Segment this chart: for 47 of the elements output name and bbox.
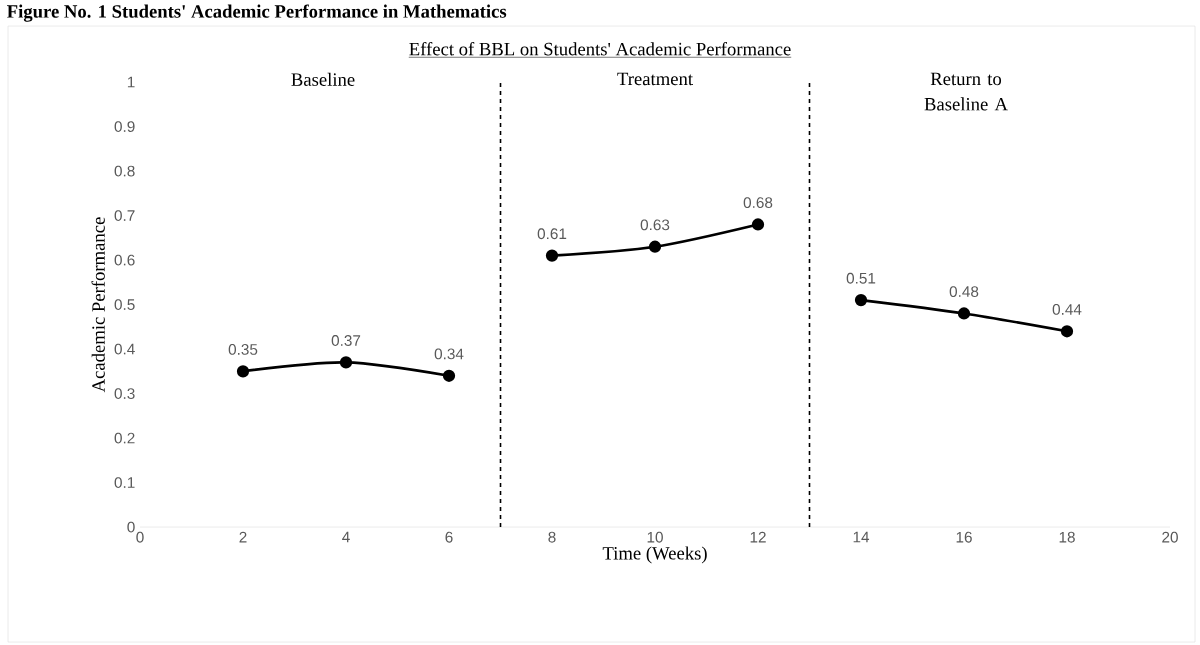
data-label: 0.61	[537, 228, 567, 240]
data-label: 0.44	[1052, 303, 1082, 315]
x-tick-label: 6	[445, 531, 453, 543]
x-tick-label: 2	[239, 531, 247, 543]
data-label: 0.48	[949, 286, 979, 297]
point	[236, 365, 250, 378]
data-label: 0.63	[640, 219, 670, 231]
annotation: Treatment	[617, 72, 693, 86]
point	[545, 249, 559, 262]
x-tick-label: 20	[1162, 531, 1178, 543]
data-label: 0.68	[743, 197, 773, 208]
y-axis-title: Academic Performance	[91, 217, 105, 393]
chart-subtitle: Effect of BBL on Students' Academic Performance	[409, 42, 791, 56]
x-tick-label: 16	[956, 531, 972, 543]
y-tick-label: 0.6	[114, 254, 135, 266]
x-tick-label: 12	[750, 531, 766, 543]
annotation: Return to Baseline A	[924, 72, 1008, 111]
x-tick-label: 0	[136, 531, 144, 543]
y-tick-label: 0.1	[114, 477, 135, 488]
y-tick-label: 0.3	[114, 388, 135, 399]
y-tick-label: 0.2	[114, 432, 135, 444]
data-label: 0.35	[228, 343, 258, 355]
data-label: 0.51	[846, 272, 876, 284]
y-tick-label: 0.4	[114, 343, 135, 355]
point	[339, 356, 353, 369]
x-tick-label: 8	[548, 531, 556, 543]
data-label: 0.37	[331, 335, 361, 346]
x-axis-title: Time (Weeks)	[602, 546, 707, 564]
y-tick-label: 0	[127, 521, 135, 533]
x-tick-label: 4	[342, 531, 350, 543]
point	[751, 218, 765, 231]
chart-title: Figure No. 1 Students' Academic Performance in Mathematics	[7, 4, 507, 22]
point	[957, 307, 971, 320]
point	[1060, 325, 1074, 338]
data-label: 0.34	[434, 348, 464, 360]
y-tick-label: 0.5	[114, 299, 135, 310]
annotation: Baseline	[291, 72, 355, 86]
y-tick-label: 0.9	[114, 121, 135, 132]
y-tick-label: 0.8	[114, 165, 135, 177]
x-tick-label: 14	[853, 531, 870, 543]
y-tick-label: 0.7	[114, 210, 135, 221]
point	[854, 293, 868, 307]
point	[442, 369, 456, 382]
point	[648, 240, 662, 253]
x-tick-label: 18	[1059, 531, 1075, 543]
x-tick-label: 10	[647, 531, 663, 543]
y-tick-label: 1	[127, 76, 135, 88]
